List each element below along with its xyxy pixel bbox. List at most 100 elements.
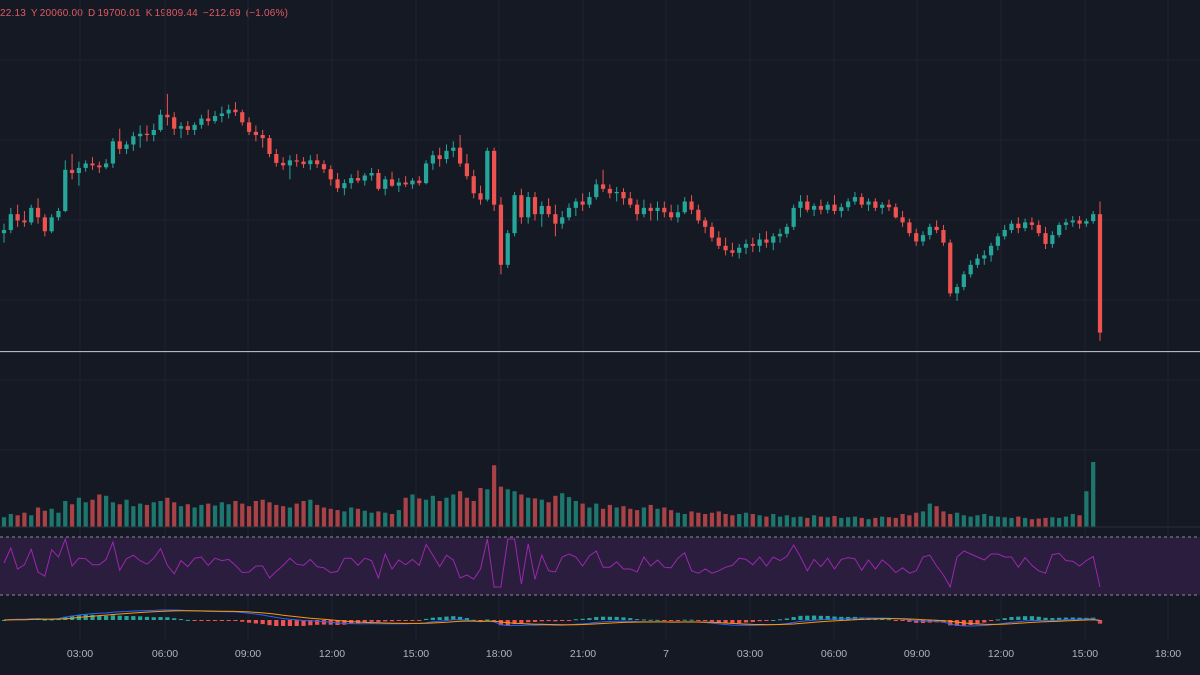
macd-histogram-bar xyxy=(56,619,61,621)
candle-body xyxy=(526,197,531,218)
candle-body xyxy=(600,184,606,189)
candle-body xyxy=(594,184,599,198)
macd-histogram-bar xyxy=(1029,616,1035,620)
candle-body xyxy=(1023,222,1028,229)
candle-body xyxy=(417,180,422,184)
volume-bar xyxy=(771,514,776,527)
volume-bar xyxy=(866,519,871,527)
candle-body xyxy=(852,197,858,202)
macd-histogram-bar xyxy=(648,619,653,621)
legend-low-value: 19700.01 xyxy=(97,8,141,19)
macd-histogram-bar xyxy=(614,616,619,620)
volume-bar xyxy=(219,502,224,527)
candle-body xyxy=(1,230,7,234)
volume-bar xyxy=(791,517,796,527)
candle-body xyxy=(628,198,633,205)
macd-histogram-bar xyxy=(117,615,122,620)
macd-histogram-bar xyxy=(423,618,429,620)
candle-body xyxy=(342,183,347,189)
time-axis-tick: 09:00 xyxy=(234,648,262,660)
volume-bar xyxy=(873,517,878,527)
macd-histogram-bar xyxy=(110,615,116,620)
macd-histogram-bar xyxy=(723,620,728,624)
volume-bar xyxy=(519,494,524,527)
macd-histogram-bar xyxy=(791,617,796,620)
volume-bar xyxy=(1016,516,1021,527)
macd-histogram-bar xyxy=(144,616,150,620)
candle-body xyxy=(811,205,817,210)
volume-bar xyxy=(22,512,27,527)
time-axis-tick: 18:00 xyxy=(485,648,513,660)
macd-histogram-bar xyxy=(954,620,960,626)
volume-bar xyxy=(777,516,783,527)
candle-body xyxy=(805,201,810,210)
volume-bar xyxy=(614,507,619,527)
volume-bar xyxy=(798,516,803,527)
candle-body xyxy=(566,207,572,218)
volume-bar xyxy=(437,501,442,527)
macd-histogram-bar xyxy=(308,620,313,626)
volume-bar xyxy=(750,514,755,527)
volume-bar xyxy=(607,504,612,527)
legend-change-pct: (−1.06%) xyxy=(245,8,289,19)
candle-body xyxy=(682,201,687,213)
macd-histogram-bar xyxy=(825,615,830,620)
candle-body xyxy=(553,214,558,224)
candle-body xyxy=(798,201,803,208)
macd-histogram-bar xyxy=(274,620,279,626)
candle-body xyxy=(1063,222,1069,225)
candle-body xyxy=(818,205,824,210)
candle-body xyxy=(539,205,544,215)
candle-body xyxy=(138,133,143,137)
macd-histogram-bar xyxy=(246,620,252,623)
volume-bar xyxy=(669,510,674,527)
time-axis-tick: 06:00 xyxy=(820,648,848,660)
macd-histogram-bar xyxy=(1070,617,1075,620)
candle-body xyxy=(621,192,626,199)
volume-bar xyxy=(369,512,374,527)
macd-histogram-bar xyxy=(859,617,864,620)
volume-bar xyxy=(362,510,367,527)
volume-bar xyxy=(192,507,197,527)
candle-body xyxy=(492,150,497,205)
time-axis-tick: 15:00 xyxy=(1071,648,1099,660)
macd-histogram-bar xyxy=(526,620,531,623)
volume-bar xyxy=(492,465,497,527)
candle-body xyxy=(335,179,340,189)
candle-body xyxy=(914,233,919,242)
volume-bar xyxy=(1036,518,1041,527)
volume-bar xyxy=(29,515,34,527)
candle-body xyxy=(267,138,272,154)
macd-histogram-bar xyxy=(784,618,789,620)
volume-bar xyxy=(376,511,381,527)
macd-histogram-bar xyxy=(669,620,674,621)
candle-body xyxy=(90,163,95,166)
candle-body xyxy=(315,160,320,165)
volume-bar xyxy=(689,511,694,527)
volume-bar xyxy=(927,503,932,527)
volume-bar xyxy=(240,503,245,527)
volume-bar xyxy=(662,507,667,527)
candle-body xyxy=(464,163,470,177)
candle-body xyxy=(403,182,408,185)
volume-bar xyxy=(811,515,817,527)
macd-histogram-bar xyxy=(437,617,442,620)
macd-histogram-bar xyxy=(662,620,667,621)
volume-bar xyxy=(600,508,606,527)
volume-bar xyxy=(900,514,905,527)
legend-change: −212.69 xyxy=(202,8,241,19)
volume-bar xyxy=(526,497,531,527)
candle-body xyxy=(301,161,306,165)
volume-bar xyxy=(716,511,721,527)
candle-body xyxy=(961,274,966,287)
volume-bar xyxy=(1077,515,1082,527)
volume-bar xyxy=(934,506,939,527)
volume-bar xyxy=(335,510,340,527)
candle-body xyxy=(757,239,762,246)
volume-bar xyxy=(410,494,415,527)
macd-histogram-bar xyxy=(968,620,973,626)
volume-bar xyxy=(56,512,61,527)
macd-histogram-bar xyxy=(138,616,143,620)
